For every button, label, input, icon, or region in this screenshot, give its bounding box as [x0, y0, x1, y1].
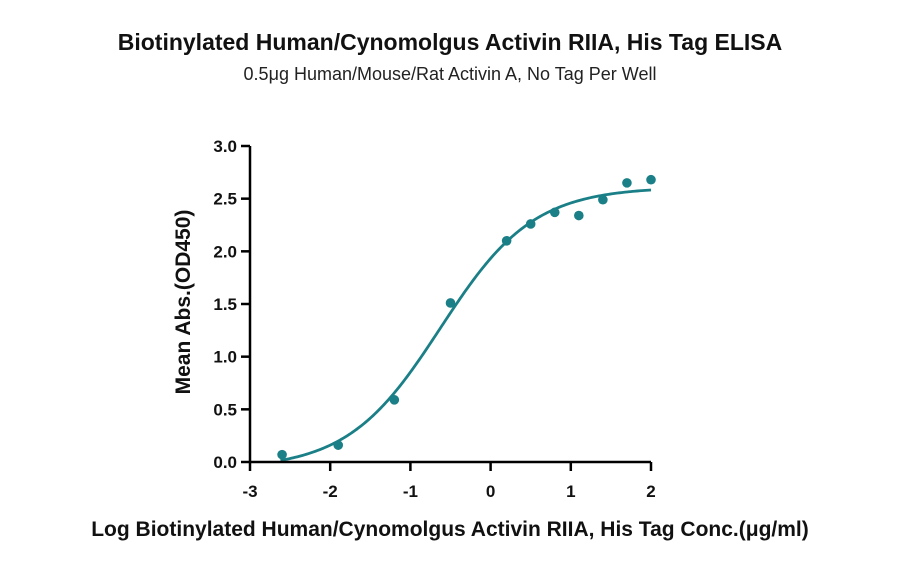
data-point: [574, 210, 584, 221]
x-tick-label: -1: [403, 482, 418, 501]
y-axis-label: Mean Abs.(OD450): [172, 210, 195, 395]
y-tick-label: 0.5: [213, 400, 237, 419]
data-point: [525, 219, 536, 229]
x-tick-label: 0: [486, 482, 495, 501]
y-tick-label: 3.0: [213, 137, 237, 156]
data-point: [389, 395, 400, 405]
x-tick-label: -3: [242, 482, 257, 501]
data-point: [622, 178, 632, 188]
x-tick-label: 1: [566, 482, 575, 501]
y-tick-label: 1.0: [213, 348, 237, 367]
x-tick-label: 2: [646, 482, 655, 501]
data-point: [549, 207, 560, 218]
x-axis-label: Log Biotinylated Human/Cynomolgus Activi…: [91, 518, 809, 541]
chart-subtitle: 0.5μg Human/Mouse/Rat Activin A, No Tag …: [244, 64, 657, 84]
chart-title: Biotinylated Human/Cynomolgus Activin RI…: [118, 29, 783, 55]
data-point: [598, 194, 608, 205]
data-point: [501, 236, 512, 246]
data-point: [333, 440, 344, 450]
y-tick-label: 2.5: [213, 190, 237, 209]
fit-curve-layer: [280, 188, 652, 462]
data-point: [445, 298, 456, 308]
data-point: [277, 449, 287, 460]
fit-curve: [280, 188, 652, 462]
y-tick-label: 2.0: [213, 242, 237, 261]
y-axis-ticks: 0.0 0.5 1.0 1.5 2.0 2.5 3.0: [213, 137, 250, 472]
x-axis-ticks: -3 -2 -1 0 1 2: [242, 462, 656, 501]
data-points-layer: [277, 174, 656, 460]
y-tick-label: 0.0: [213, 453, 237, 472]
plot-area: [277, 174, 656, 462]
x-tick-label: -2: [323, 482, 338, 501]
y-tick-label: 1.5: [213, 295, 237, 314]
data-point: [646, 174, 656, 185]
